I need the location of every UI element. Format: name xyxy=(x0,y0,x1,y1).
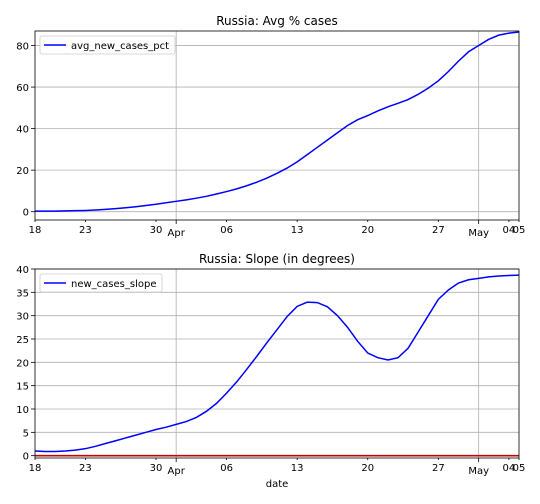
x-tick-label: May xyxy=(468,228,489,239)
legend-box xyxy=(39,273,163,293)
y-tick-label: 40 xyxy=(16,265,29,276)
x-tick-label: 23 xyxy=(79,463,92,474)
x-tick-label: 05 xyxy=(513,463,526,474)
x-tick-label: 18 xyxy=(29,463,42,474)
x-tick-label: 30 xyxy=(150,225,163,236)
x-tick-label: 06 xyxy=(220,463,233,474)
y-tick-label: 0 xyxy=(23,208,29,219)
x-tick-label: 20 xyxy=(361,225,374,236)
x-tick-label: May xyxy=(468,466,489,477)
y-tick-label: 5 xyxy=(23,428,29,439)
x-tick-label: 20 xyxy=(361,463,374,474)
plot-frame xyxy=(34,268,520,459)
x-tick-label: 27 xyxy=(432,463,445,474)
legend-entry: new_cases_slope xyxy=(71,279,156,290)
x-tick-label: 13 xyxy=(291,463,304,474)
y-tick-label: 20 xyxy=(16,166,29,177)
x-tick-label: 04 xyxy=(503,225,516,236)
x-tick-label: Apr xyxy=(168,466,186,477)
chart-title: Russia: Slope (in degrees) xyxy=(199,252,355,266)
chart-title: Russia: Avg % cases xyxy=(216,14,338,28)
y-tick-label: 15 xyxy=(16,382,29,393)
x-tick-label: 13 xyxy=(291,225,304,236)
x-tick-label: 23 xyxy=(79,225,92,236)
y-tick-label: 35 xyxy=(16,288,29,299)
legend-entry: avg_new_cases_pct xyxy=(71,41,169,52)
y-tick-label: 0 xyxy=(23,452,29,463)
cases-pct-chart: Russia: Avg % cases 0 20 40 60 80 18 23 30 Apr 06 1… xyxy=(16,14,525,239)
series-line-avg_new_cases_pct xyxy=(35,31,520,212)
x-tick-label: 05 xyxy=(513,225,526,236)
legend-box xyxy=(39,35,176,55)
y-tick-label: 60 xyxy=(16,83,29,94)
y-tick-label: 20 xyxy=(16,358,29,369)
plot-frame xyxy=(34,30,520,221)
y-tick-label: 10 xyxy=(16,405,29,416)
x-tick-label: 04 xyxy=(503,463,516,474)
x-tick-label: 27 xyxy=(432,225,445,236)
y-tick-label: 30 xyxy=(16,312,29,323)
series-line-new_cases_slope xyxy=(34,274,520,453)
slope-chart: Russia: Slope (in degrees)05101520253035… xyxy=(16,252,525,490)
x-tick-label: 30 xyxy=(150,463,163,474)
y-tick-label: 25 xyxy=(16,335,29,346)
x-tick-label: 06 xyxy=(220,225,233,236)
y-tick-label: 40 xyxy=(16,125,29,136)
x-axis-label: date xyxy=(266,479,289,490)
x-tick-label: Apr xyxy=(168,228,186,239)
y-tick-label: 80 xyxy=(16,42,29,53)
x-tick-label: 18 xyxy=(29,225,42,236)
